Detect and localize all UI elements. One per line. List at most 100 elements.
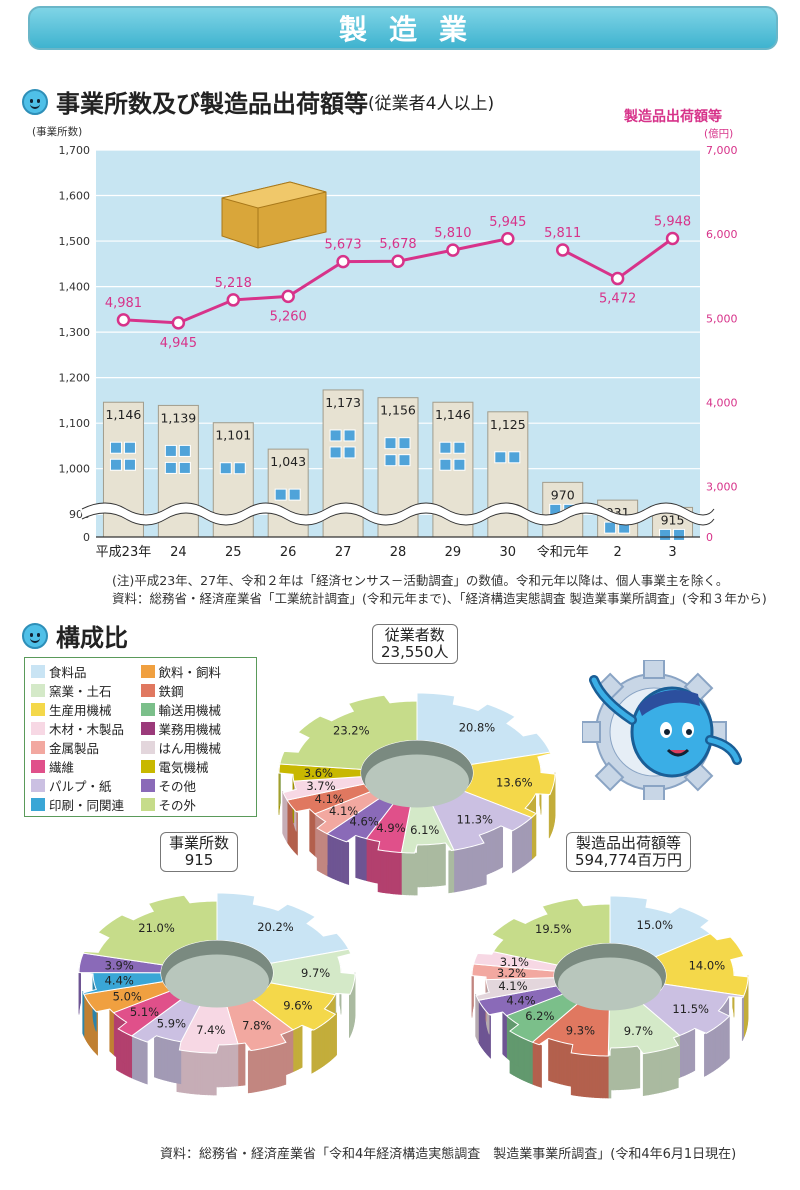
slice-side — [202, 1052, 206, 1096]
slice-side — [142, 1040, 146, 1084]
slice-side — [556, 1040, 560, 1085]
slice-side — [634, 1045, 638, 1089]
window — [109, 458, 122, 471]
slice-side — [607, 1055, 612, 1099]
legend-label: 電気機械 — [158, 760, 209, 775]
shipments-point — [555, 243, 570, 257]
slice-side — [218, 1044, 222, 1088]
slice-side — [401, 852, 405, 896]
slice-label: 4.9% — [376, 821, 405, 835]
window — [274, 488, 287, 501]
shipments-value-label: 5,260 — [270, 309, 307, 324]
x-tick-label: 26 — [280, 545, 297, 560]
slice-side — [263, 1047, 267, 1091]
slice-side — [235, 1043, 239, 1087]
slice-side — [169, 1039, 173, 1083]
slice-side — [428, 844, 432, 887]
slice-side — [225, 1044, 229, 1088]
slice-side — [237, 1043, 241, 1087]
slice-label: 11.5% — [672, 1002, 709, 1016]
legend-item: 飲料・飼料 — [140, 663, 251, 680]
slice-label: 19.5% — [535, 922, 572, 936]
slice-label: 5.9% — [157, 1017, 186, 1031]
page-banner: 製造業 — [28, 6, 778, 50]
legend-item: 業務用機械 — [140, 720, 251, 737]
slice-side — [109, 1008, 112, 1054]
slice-side — [475, 994, 477, 1038]
legend-item: その外 — [140, 796, 251, 813]
section1-subtitle: (従業者4人以上) — [368, 94, 495, 114]
legend-swatch — [31, 798, 45, 811]
slice-side — [532, 1041, 535, 1086]
legend-swatch — [140, 760, 155, 773]
slice-side — [385, 850, 389, 894]
shipments-value-label: 5,811 — [544, 226, 581, 241]
slice-side — [433, 843, 437, 887]
slice-side — [406, 852, 410, 896]
shipments-value-label: 5,810 — [434, 226, 471, 241]
slice-label: 4.4% — [506, 994, 535, 1008]
slice-side — [435, 843, 439, 887]
donut-top — [471, 895, 749, 1057]
legend-label: 印刷・同関連 — [49, 798, 125, 813]
slice-label: 14.0% — [689, 958, 726, 972]
legend-item: パルプ・紙 — [31, 777, 141, 794]
chart-note: (注)平成23年、27年、令和２年は「経済センサス－活動調査」の数値。令和元年以… — [112, 573, 729, 588]
legend-swatch — [140, 665, 155, 678]
shipments-title: 製造品出荷額等 — [576, 834, 682, 852]
shipments-value-label: 5,678 — [379, 237, 416, 252]
slice-side — [650, 1051, 654, 1095]
right-axis-unit: (億円) — [704, 127, 733, 140]
slice-side — [240, 1043, 244, 1086]
legend-item: 木材・木製品 — [31, 720, 141, 737]
window — [109, 441, 122, 454]
shipments-point — [226, 293, 241, 307]
slice-label: 4.4% — [105, 974, 134, 988]
slice-label: 6.1% — [410, 823, 439, 837]
slice-side — [521, 1037, 525, 1081]
slice-side — [583, 1054, 588, 1098]
slice-side — [627, 1046, 631, 1090]
shipments-total: 594,774百万円 — [575, 851, 683, 869]
slice-side — [171, 1039, 175, 1083]
slice-side — [393, 851, 397, 895]
slice-side — [576, 1053, 580, 1097]
slice-side — [271, 1045, 275, 1089]
slice-label: 9.7% — [624, 1024, 653, 1038]
slice-label: 9.7% — [301, 966, 330, 980]
slice-side — [192, 1051, 196, 1095]
legend-item: 電気機械 — [140, 758, 251, 775]
donut-top — [278, 692, 556, 854]
slice-side — [665, 1048, 670, 1092]
slice-side — [283, 1041, 287, 1086]
legend-label: その外 — [158, 798, 197, 813]
legend-item: 鉄鋼 — [140, 682, 251, 699]
donut-top — [78, 892, 356, 1054]
slice-side — [311, 1029, 315, 1074]
x-tick-label: 27 — [335, 545, 352, 560]
legend-item: 繊維 — [31, 758, 141, 775]
slice-side — [156, 1035, 159, 1079]
slice-side — [658, 1049, 662, 1094]
legend-label: パルプ・紙 — [49, 779, 112, 794]
slice-side — [534, 1042, 538, 1087]
slice-side — [523, 1038, 527, 1082]
bar-value-label: 1,043 — [270, 454, 306, 469]
window — [398, 437, 411, 450]
slice-side — [416, 844, 420, 888]
slice-side — [602, 1055, 606, 1099]
section2-heading: 構成比 — [22, 618, 128, 653]
slice-side — [129, 1034, 133, 1079]
shipments-point — [610, 271, 625, 286]
legend-swatch — [31, 684, 45, 697]
shipments-line — [123, 237, 509, 325]
slice-side — [258, 1048, 262, 1092]
mascot-character — [589, 675, 742, 778]
window — [329, 429, 342, 442]
slice-side — [176, 1040, 179, 1084]
section2-title: 構成比 — [56, 624, 128, 652]
window — [343, 429, 356, 442]
cardboard-box-illustration — [221, 181, 327, 249]
legend-label: 木材・木製品 — [49, 722, 125, 737]
slice-side — [181, 1050, 185, 1094]
